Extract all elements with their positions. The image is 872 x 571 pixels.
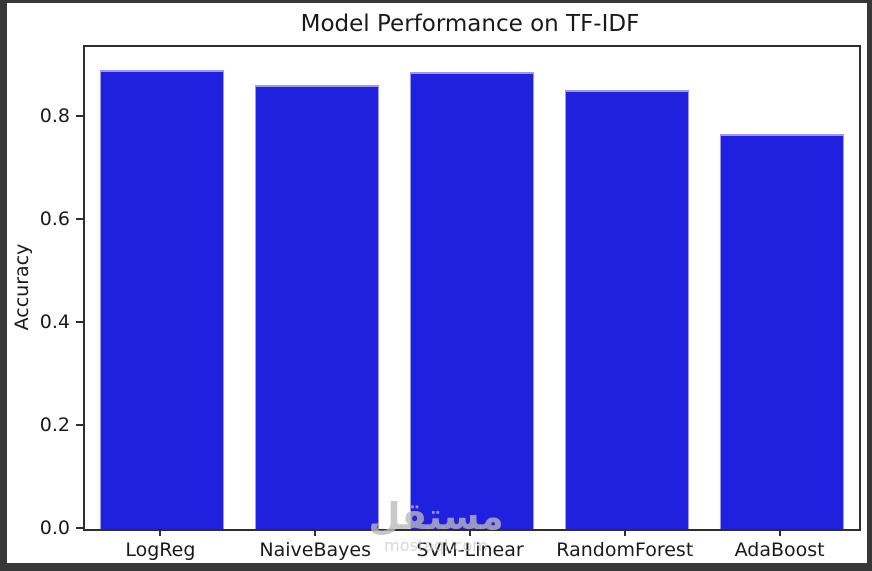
x-tick-mark <box>314 529 317 536</box>
x-tick-mark <box>623 529 626 536</box>
plot-area <box>83 45 861 531</box>
chart-figure: Model Performance on TF-IDF Accuracy 0.0… <box>7 3 867 563</box>
x-tick-label-NaiveBayes: NaiveBayes <box>259 539 371 561</box>
y-tick-mark <box>76 424 83 426</box>
y-tick-label: 0.6 <box>39 208 70 231</box>
bar-NaiveBayes <box>255 84 380 529</box>
y-tick-mark <box>76 115 83 118</box>
x-tick-label-RandomForest: RandomForest <box>556 539 694 561</box>
x-tick-mark <box>778 529 781 536</box>
x-tick-label-AdaBoost: AdaBoost <box>734 539 825 561</box>
bar-SVM-Linear <box>410 72 534 529</box>
y-tick-mark <box>76 218 83 221</box>
chart-title: Model Performance on TF-IDF <box>300 11 640 37</box>
y-tick-mark <box>76 527 83 529</box>
bar-LogReg <box>100 70 225 529</box>
x-tick-mark <box>469 529 471 536</box>
y-tick-mark <box>76 321 83 324</box>
y-tick-label: 0.4 <box>39 311 70 334</box>
x-tick-label-SVM-Linear: SVM-Linear <box>416 539 524 561</box>
y-tick-label: 0.8 <box>39 105 70 128</box>
bar-RandomForest <box>564 90 689 529</box>
bar-AdaBoost <box>719 134 844 529</box>
x-tick-label-LogReg: LogReg <box>125 539 196 561</box>
x-tick-mark <box>159 529 162 536</box>
y-tick-label: 0.2 <box>39 414 70 436</box>
y-tick-label: 0.0 <box>39 517 70 539</box>
